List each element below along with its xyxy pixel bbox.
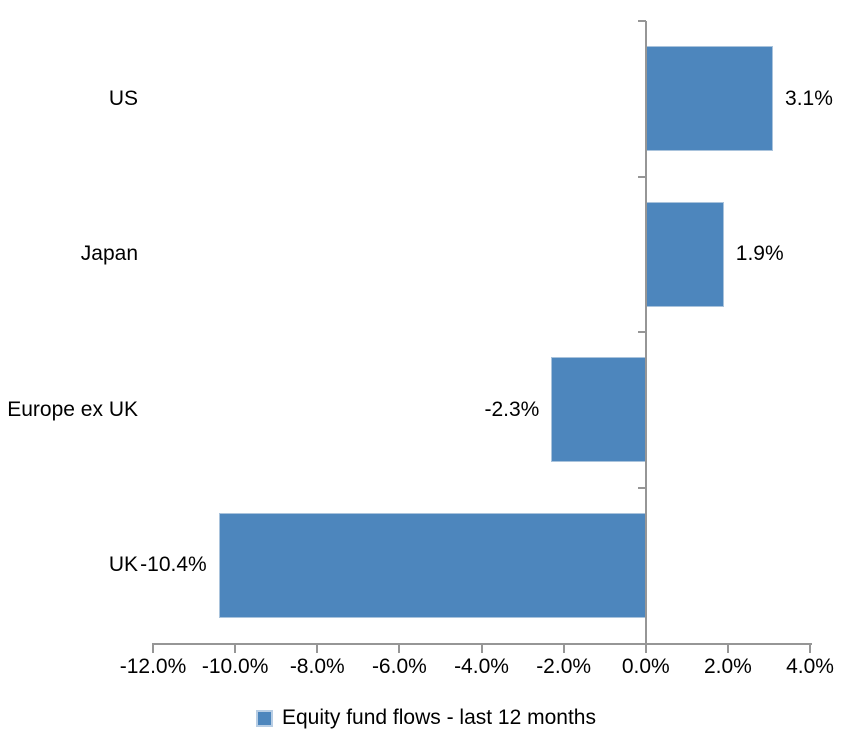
x-axis-tick-label: 4.0%	[786, 655, 834, 678]
bar-europe-ex-uk	[551, 357, 646, 463]
bar-uk	[218, 512, 646, 618]
x-axis-tick	[480, 643, 483, 653]
x-axis-tick	[562, 643, 565, 653]
x-axis-tick-label: -8.0%	[289, 655, 345, 678]
value-label-uk: -10.4%	[140, 553, 207, 577]
bar-japan	[645, 201, 724, 307]
x-axis-tick-label: -10.0%	[201, 655, 269, 678]
x-axis-tick	[316, 643, 319, 653]
x-axis-tick-label: 0.0%	[621, 655, 670, 678]
value-label-us: 3.1%	[785, 86, 833, 110]
x-axis-tick-label: -4.0%	[454, 655, 509, 678]
x-axis-tick-label: -12.0%	[119, 655, 187, 678]
legend-label: Equity fund flows - last 12 months	[282, 706, 596, 729]
category-axis-tick	[637, 175, 646, 178]
value-label-japan: 1.9%	[735, 242, 784, 266]
x-axis-tick	[726, 643, 729, 653]
zero-axis-line	[644, 21, 647, 653]
category-label-japan: Japan	[80, 242, 138, 266]
x-axis-tick	[234, 643, 237, 653]
x-axis-tick	[152, 643, 154, 653]
x-axis-tick-label: -6.0%	[371, 655, 427, 678]
category-label-uk: UK	[108, 553, 138, 577]
x-axis-tick-label: 2.0%	[703, 655, 752, 678]
x-axis-tick	[809, 643, 811, 653]
category-axis-tick	[637, 331, 646, 333]
category-label-us: US	[108, 86, 138, 110]
category-axis-tick	[637, 20, 646, 22]
legend: Equity fund flows - last 12 months	[0, 703, 852, 733]
legend-marker-icon	[256, 709, 273, 727]
x-axis-tick	[398, 643, 401, 653]
category-label-europe-ex-uk: Europe ex UK	[7, 397, 138, 421]
x-axis-tick-label: -2.0%	[536, 655, 592, 678]
value-label-europe-ex-uk: -2.3%	[484, 397, 540, 421]
bar-us	[645, 46, 774, 152]
category-axis-tick	[637, 486, 646, 489]
x-axis-line	[153, 643, 812, 645]
